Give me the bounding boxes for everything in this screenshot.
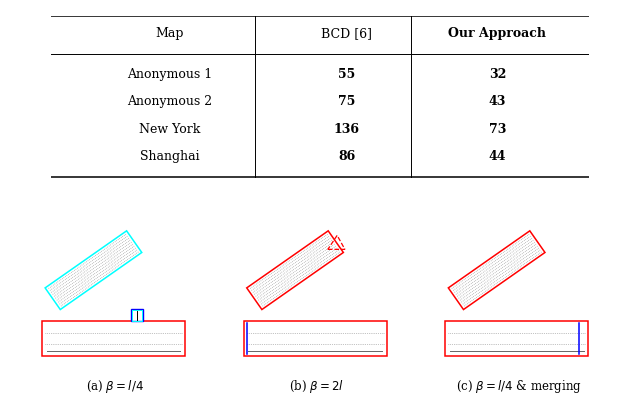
Text: 136: 136 <box>334 123 360 136</box>
Text: Our Approach: Our Approach <box>449 27 547 40</box>
Text: Anonymous 1: Anonymous 1 <box>127 68 212 81</box>
Text: Map: Map <box>156 27 184 40</box>
Bar <box>132 310 142 321</box>
Bar <box>244 321 387 356</box>
Text: 43: 43 <box>489 95 506 108</box>
Text: 73: 73 <box>489 123 506 136</box>
Bar <box>445 321 588 356</box>
Text: New York: New York <box>139 123 200 136</box>
Text: 75: 75 <box>338 95 356 108</box>
Text: (a) $\beta = l/4$: (a) $\beta = l/4$ <box>86 378 144 395</box>
Bar <box>445 321 588 356</box>
Bar <box>42 321 185 356</box>
Text: 44: 44 <box>489 150 506 163</box>
Polygon shape <box>449 231 545 310</box>
Bar <box>42 321 185 356</box>
Text: (c) $\beta = l/4$ & merging: (c) $\beta = l/4$ & merging <box>456 378 581 395</box>
Polygon shape <box>45 231 141 310</box>
Bar <box>244 321 387 356</box>
Text: (b) $\beta = 2l$: (b) $\beta = 2l$ <box>289 378 344 395</box>
Text: BCD [6]: BCD [6] <box>321 27 372 40</box>
Text: Shanghai: Shanghai <box>140 150 199 163</box>
Text: Anonymous 2: Anonymous 2 <box>127 95 212 108</box>
Bar <box>131 309 143 321</box>
Text: 32: 32 <box>489 68 506 81</box>
Polygon shape <box>247 231 343 310</box>
Text: 55: 55 <box>339 68 355 81</box>
Text: 86: 86 <box>339 150 355 163</box>
